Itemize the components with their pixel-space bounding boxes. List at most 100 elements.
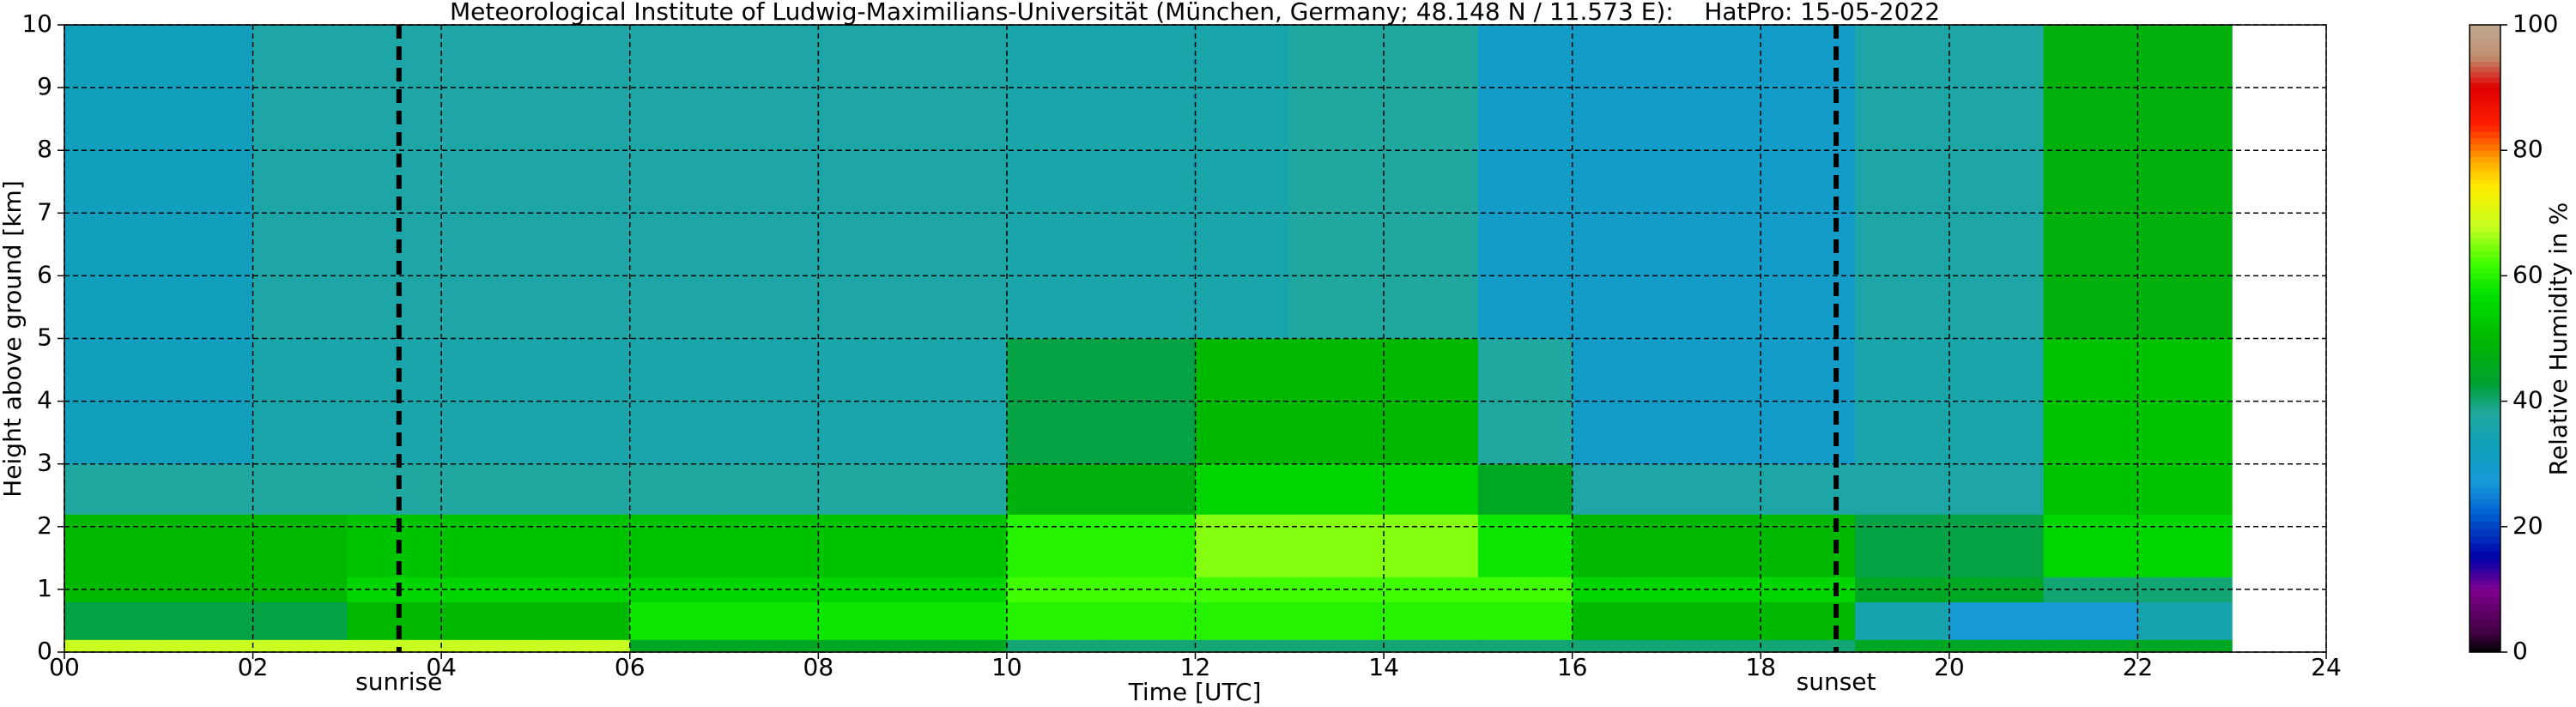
x-tick-label: 18	[1745, 653, 1776, 681]
x-tick-label: 10	[991, 653, 1022, 681]
colorbar-segment	[2470, 238, 2500, 245]
heatmap-cell	[347, 514, 442, 577]
colorbar-segment	[2470, 529, 2500, 537]
heatmap-cell	[1666, 463, 1761, 515]
colorbar-segment	[2470, 175, 2500, 180]
y-tick-label: 7	[37, 197, 52, 226]
colorbar-segment	[2470, 150, 2500, 158]
colorbar-segment	[2470, 289, 2500, 295]
heatmap-cell	[629, 514, 725, 577]
plot-frame	[64, 24, 2327, 653]
heatmap-cell	[252, 514, 348, 577]
colorbar-segment	[2470, 171, 2500, 176]
heatmap-cell	[818, 601, 913, 640]
colorbar-segment	[2470, 200, 2500, 208]
colorbar-segment	[2470, 273, 2500, 280]
colorbar-segment	[2470, 387, 2500, 394]
heatmap-cell	[1949, 463, 2045, 515]
heatmap-cell	[1949, 25, 2045, 339]
heatmap-cell	[818, 639, 913, 652]
heatmap-cell	[1006, 463, 1102, 515]
heatmap-cell	[64, 639, 160, 652]
heatmap-cell	[441, 25, 536, 339]
x-tick-label: 16	[1557, 653, 1588, 681]
heatmap-cell	[535, 639, 631, 652]
colorbar-segment	[2470, 403, 2500, 409]
heatmap-cell	[2043, 25, 2138, 339]
heatmap-cell	[912, 463, 1008, 515]
colorbar-segment	[2470, 219, 2500, 227]
heatmap-cell	[1006, 514, 1102, 577]
colorbar-segment	[2470, 323, 2500, 332]
colorbar-segment	[2470, 66, 2500, 73]
heatmap-cell	[2043, 463, 2138, 515]
colorbar-segment	[2470, 645, 2500, 650]
heatmap-cell	[1855, 514, 1950, 577]
colorbar-tick-label: 0	[2512, 637, 2528, 665]
colorbar-segment	[2470, 30, 2500, 36]
colorbar-segment	[2470, 338, 2500, 347]
heatmap-cell	[1384, 25, 1479, 339]
heatmap-cell	[1761, 463, 1856, 515]
heatmap-cell	[1100, 601, 1196, 640]
heatmap-cell	[535, 514, 631, 577]
heatmap-cell	[1100, 639, 1196, 652]
colorbar-segment	[2470, 603, 2500, 612]
colorbar-segment	[2470, 179, 2500, 184]
colorbar-segment	[2470, 279, 2500, 285]
x-tick-label: 20	[1934, 653, 1965, 681]
heatmap-cell	[1289, 601, 1385, 640]
heatmap-cell	[1572, 601, 1667, 640]
heatmap-cell	[158, 25, 254, 339]
x-tick-label: 12	[1180, 653, 1211, 681]
colorbar-segment	[2470, 424, 2500, 430]
y-tick-label: 2	[37, 511, 52, 540]
heatmap-cell	[724, 25, 819, 339]
y-axis-label: Height above ground [km]	[0, 180, 27, 498]
x-tick-label: 14	[1368, 653, 1399, 681]
colorbar-segment	[2470, 94, 2500, 101]
colorbar-segment	[2470, 578, 2500, 585]
x-tick-label: 06	[615, 653, 646, 681]
colorbar-segment	[2470, 625, 2500, 634]
heatmap-cell	[1195, 514, 1290, 577]
colorbar-segment	[2470, 82, 2500, 88]
heatmap-cell	[1384, 514, 1479, 577]
heatmap-cell	[1949, 639, 2045, 652]
heatmap-cell	[347, 601, 442, 640]
y-tick-label: 0	[37, 637, 52, 665]
colorbar-segment	[2470, 309, 2500, 317]
colorbar-tick-label: 100	[2512, 9, 2558, 38]
colorbar-segment	[2470, 563, 2500, 570]
heatmap-cell	[1289, 514, 1385, 577]
colorbar-segment	[2470, 88, 2500, 94]
heatmap-cell	[1006, 639, 1102, 652]
heatmap-cell	[818, 514, 913, 577]
colorbar-segment	[2470, 611, 2500, 619]
heatmap-cell	[158, 463, 254, 515]
heatmap-cell	[64, 463, 160, 515]
heatmap-cell	[1384, 601, 1479, 640]
heatmap-cell	[535, 601, 631, 640]
heatmap-cell	[158, 514, 254, 577]
colorbar-segment	[2470, 397, 2500, 404]
y-tick-label: 3	[37, 449, 52, 477]
colorbar-segment	[2470, 619, 2500, 627]
x-tick-label: 24	[2311, 653, 2342, 681]
heatmap-cell	[64, 25, 160, 339]
colorbar-segment	[2470, 61, 2500, 68]
colorbar-segment	[2470, 419, 2500, 425]
colorbar-segment	[2470, 71, 2500, 78]
colorbar-segment	[2470, 444, 2500, 452]
heatmap-cell	[1761, 639, 1856, 652]
colorbar-segment	[2470, 166, 2500, 172]
y-tick-label: 1	[37, 574, 52, 602]
colorbar-segment	[2470, 375, 2500, 384]
heatmap-cell	[2043, 514, 2138, 577]
heatmap-cell	[1761, 601, 1856, 640]
heatmap-cell	[2137, 601, 2233, 640]
heatmap-cell	[441, 463, 536, 515]
colorbar-segment	[2470, 487, 2500, 494]
heatmap-cell	[1384, 463, 1479, 515]
colorbar-segment	[2470, 301, 2500, 310]
